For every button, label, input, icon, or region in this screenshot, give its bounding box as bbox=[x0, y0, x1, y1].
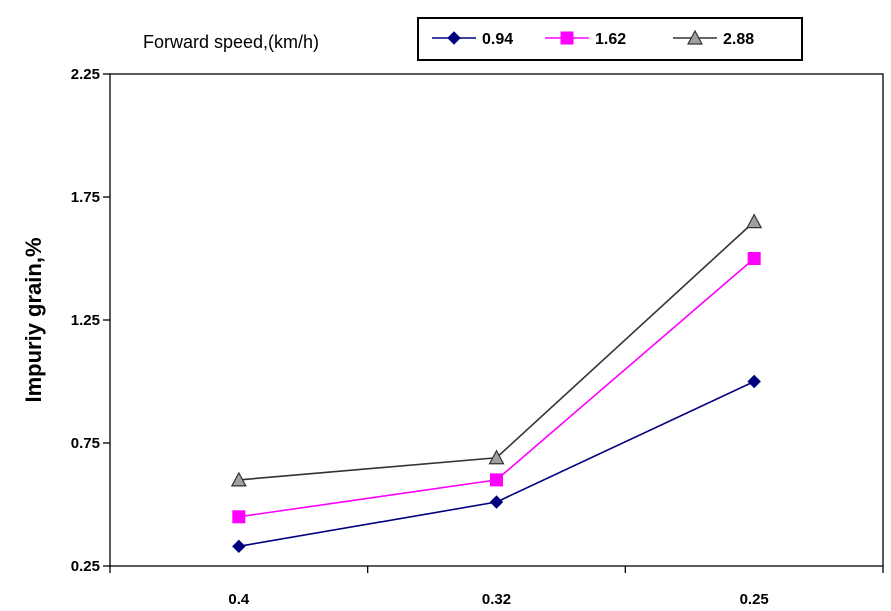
x-tick-label: 0.4 bbox=[228, 591, 250, 608]
data-point bbox=[230, 471, 247, 487]
y-tick-label: 1.75 bbox=[71, 189, 100, 206]
legend-marker bbox=[447, 31, 461, 45]
data-point bbox=[232, 510, 246, 524]
data-point bbox=[746, 213, 763, 229]
y-tick-label: 1.25 bbox=[71, 312, 100, 329]
plot-border bbox=[109, 73, 884, 567]
data-point bbox=[747, 252, 761, 265]
legend-label: 0.94 bbox=[482, 31, 513, 48]
x-axis: 0.4 0.32 0.25 bbox=[109, 566, 884, 608]
legend-marker bbox=[686, 29, 704, 45]
series-1-62 bbox=[232, 252, 761, 524]
series-2-88 bbox=[230, 213, 763, 487]
x-tick-label: 0.32 bbox=[482, 591, 511, 608]
series-layer bbox=[230, 213, 763, 554]
plot-area bbox=[109, 73, 884, 567]
data-point bbox=[490, 473, 503, 487]
legend-marker bbox=[560, 31, 574, 45]
data-point bbox=[488, 449, 505, 465]
data-point bbox=[747, 374, 761, 389]
y-tick-label: 0.75 bbox=[71, 435, 100, 452]
legend-box bbox=[417, 17, 803, 61]
data-point bbox=[232, 539, 246, 554]
y-tick-label: 0.25 bbox=[71, 558, 100, 575]
series-line bbox=[238, 221, 755, 481]
series-0-94 bbox=[232, 374, 761, 554]
legend-label: 2.88 bbox=[723, 31, 754, 48]
y-axis-title: Impuriy grain,% bbox=[21, 237, 46, 402]
y-tick-label: 2.25 bbox=[71, 66, 100, 83]
data-point bbox=[489, 495, 504, 509]
legend-label: 1.62 bbox=[595, 31, 626, 48]
y-axis: 0.25 0.75 1.25 1.75 2.25 bbox=[71, 66, 110, 575]
x-tick-label: 0.25 bbox=[740, 591, 769, 608]
legend-title: Forward speed,(km/h) bbox=[143, 32, 319, 52]
legend: 0.94 1.62 2.88 bbox=[417, 17, 803, 61]
